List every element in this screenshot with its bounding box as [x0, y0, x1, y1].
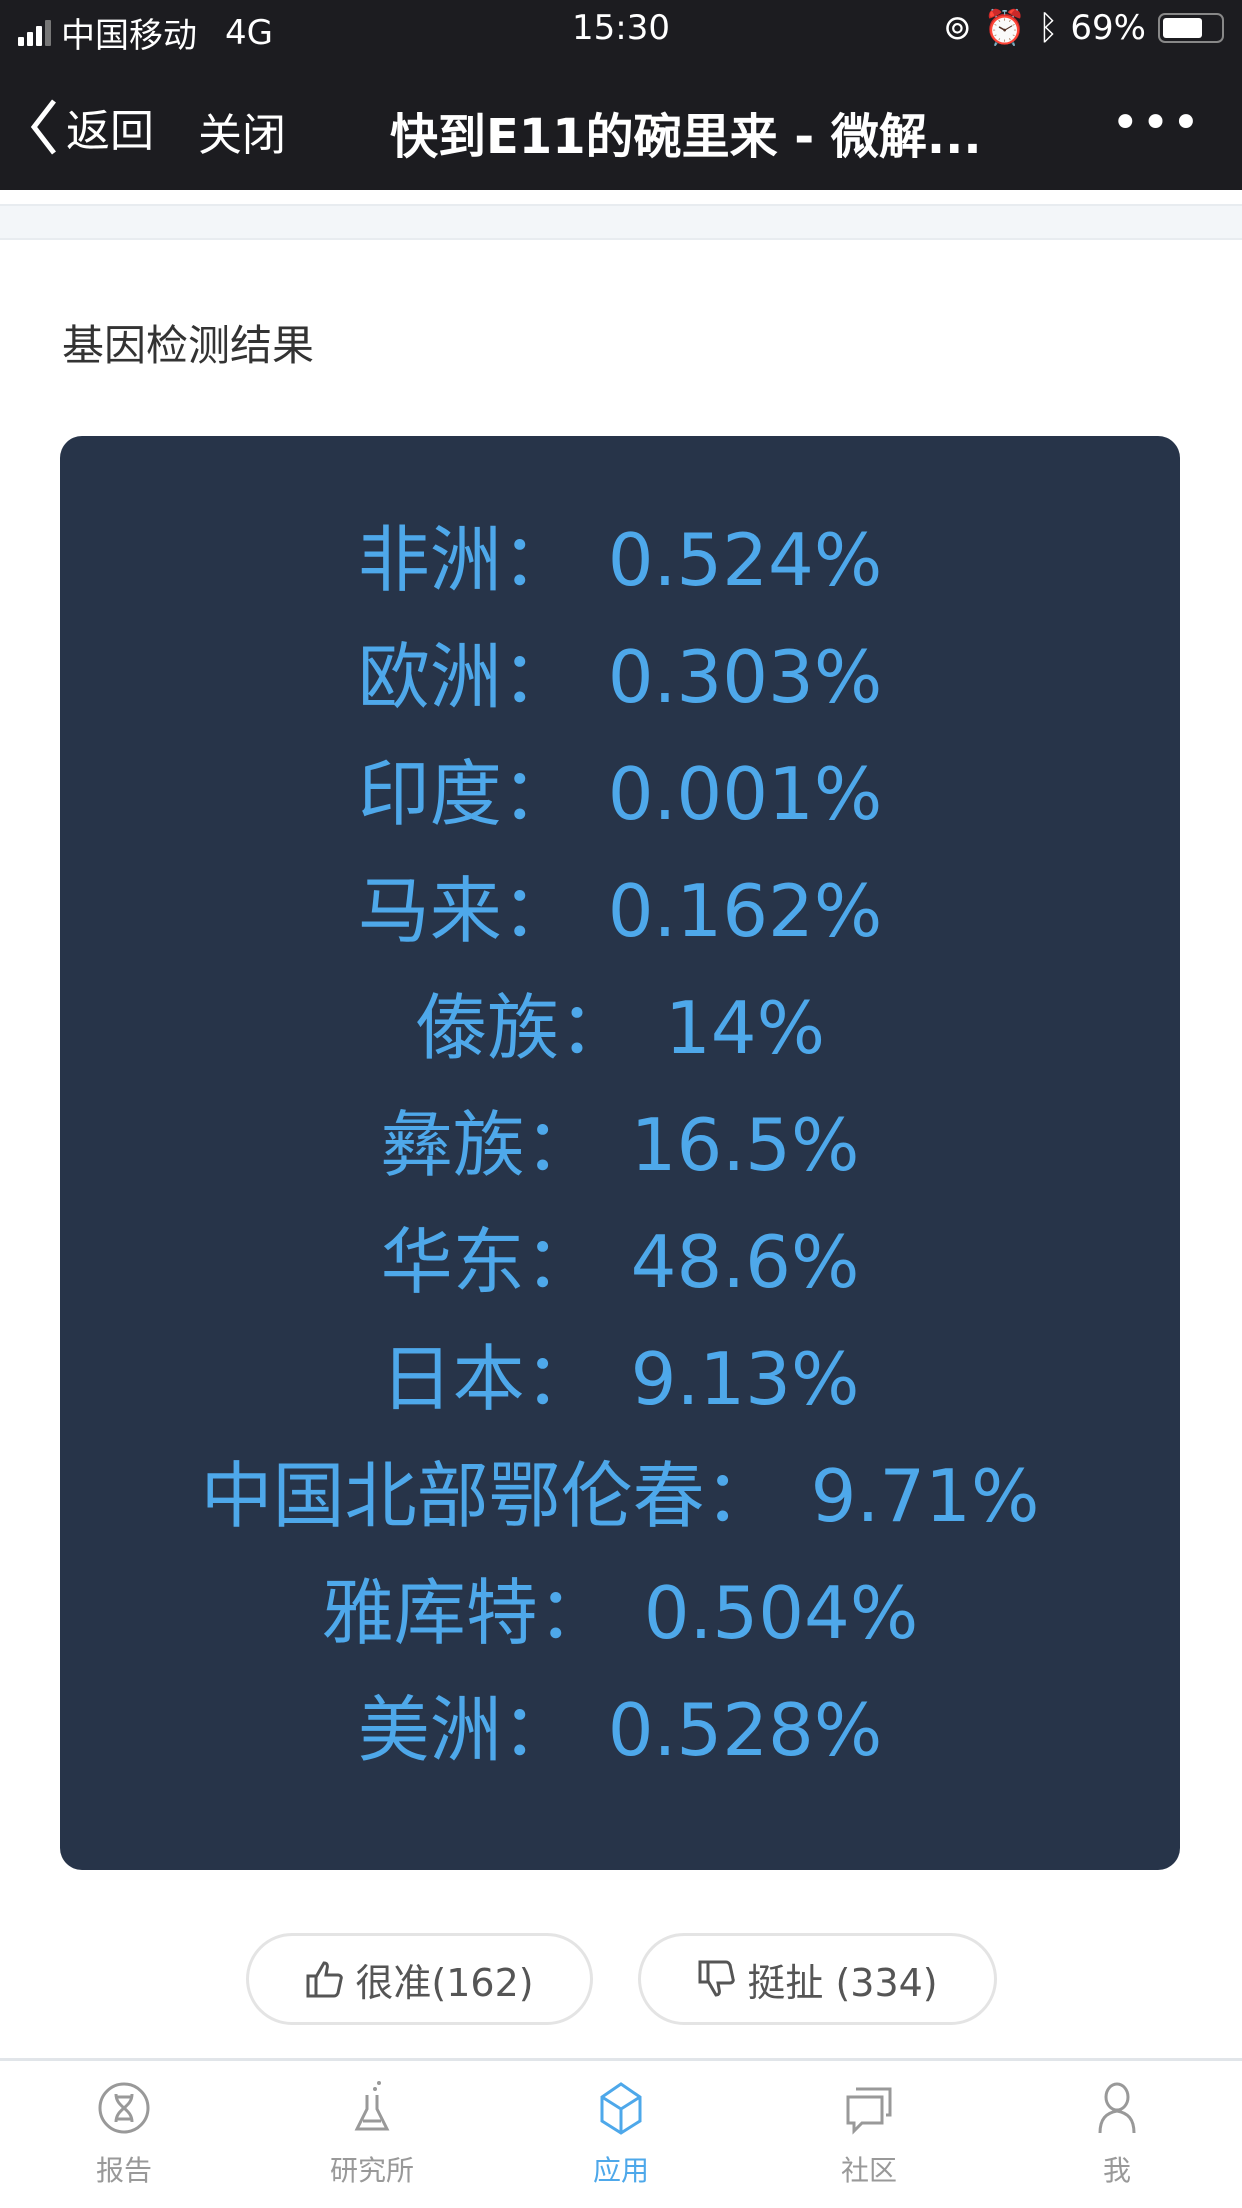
result-row: 雅库特： 0.504%	[60, 1555, 1180, 1672]
region-label: 华东：	[380, 1220, 597, 1304]
region-label: 彝族：	[380, 1103, 597, 1187]
divider-band	[0, 204, 1242, 240]
result-row: 印度： 0.001%	[60, 736, 1180, 853]
region-value: 16.5%	[630, 1103, 860, 1187]
user-icon	[1098, 2082, 1136, 2134]
result-row: 傣族： 14%	[60, 970, 1180, 1087]
more-button[interactable]: •••	[1111, 95, 1202, 151]
tab-community[interactable]: 社区	[789, 2081, 949, 2189]
result-row: 美洲： 0.528%	[60, 1672, 1180, 1789]
close-button[interactable]: 关闭	[198, 110, 286, 161]
result-row: 中国北部鄂伦春： 9.71%	[60, 1438, 1180, 1555]
thumbs-up-icon	[306, 1961, 344, 1998]
result-row: 非洲： 0.524%	[60, 502, 1180, 619]
carrier: 中国移动	[61, 16, 197, 56]
result-row: 日本： 9.13%	[60, 1321, 1180, 1438]
region-value: 48.6%	[630, 1220, 860, 1304]
region-value: 9.71%	[810, 1454, 1040, 1538]
page-title: 快到E11的碗里来 - 微解...	[390, 109, 982, 165]
region-label: 雅库特：	[321, 1571, 610, 1655]
result-row: 马来： 0.162%	[60, 853, 1180, 970]
status-bar: 中国移动 4G 15:30 ⊚ ⏰ ᛒ 69%	[0, 0, 1242, 59]
clock: 15:30	[572, 8, 670, 48]
nav-bar: 返回 关闭 快到E11的碗里来 - 微解... •••	[0, 59, 1242, 190]
battery-icon	[1158, 13, 1224, 43]
region-label: 傣族：	[414, 986, 631, 1070]
signal-icon	[18, 19, 51, 46]
like-label: 很准(162)	[355, 1960, 534, 2005]
dislike-label: 挺扯 (334)	[747, 1960, 938, 2005]
region-label: 马来：	[357, 869, 574, 953]
tab-apps[interactable]: 应用	[541, 2081, 701, 2189]
region-label: 非洲：	[357, 518, 574, 602]
alarm-icon: ⏰	[983, 8, 1027, 48]
region-value: 0.504%	[643, 1571, 919, 1655]
result-row: 欧洲： 0.303%	[60, 619, 1180, 736]
dislike-button[interactable]: 挺扯 (334)	[638, 1933, 997, 2025]
region-label: 日本：	[380, 1337, 597, 1421]
flask-icon	[354, 2081, 390, 2131]
region-value: 0.303%	[607, 635, 883, 719]
thumbs-down-icon	[698, 1960, 736, 1997]
tab-label: 我	[1102, 2154, 1131, 2187]
cube-icon	[600, 2082, 642, 2135]
like-button[interactable]: 很准(162)	[246, 1933, 593, 2025]
rotation-lock-icon: ⊚	[943, 8, 972, 48]
bluetooth-icon: ᛒ	[1038, 8, 1059, 48]
tab-me[interactable]: 我	[1037, 2081, 1197, 2189]
region-value: 9.13%	[630, 1337, 860, 1421]
region-label: 中国北部鄂伦春：	[200, 1454, 777, 1538]
tab-report[interactable]: 报告	[44, 2081, 204, 2189]
region-value: 14%	[664, 986, 826, 1070]
region-label: 印度：	[357, 752, 574, 836]
network: 4G	[225, 12, 273, 53]
tab-label: 社区	[840, 2154, 897, 2187]
results-card: 非洲： 0.524% 欧洲： 0.303% 印度： 0.001% 马来： 0.162% 傣族： 1…	[60, 436, 1180, 1870]
tab-label: 应用	[592, 2154, 649, 2187]
region-label: 欧洲：	[357, 635, 574, 719]
region-value: 0.528%	[607, 1688, 883, 1772]
chevron-left-icon	[30, 99, 56, 155]
result-row: 华东： 48.6%	[60, 1204, 1180, 1321]
region-label: 美洲：	[357, 1688, 574, 1772]
back-label: 返回	[66, 106, 154, 157]
tab-label: 研究所	[329, 2154, 414, 2187]
tab-bar: 报告 研究所 应用 社区 我	[0, 2058, 1242, 2208]
battery-percent: 69%	[1070, 8, 1146, 48]
tab-institute[interactable]: 研究所	[292, 2081, 452, 2189]
region-value: 0.162%	[607, 869, 883, 953]
chat-icon	[846, 2087, 892, 2135]
tab-label: 报告	[95, 2154, 152, 2187]
region-value: 0.001%	[607, 752, 883, 836]
result-row: 彝族： 16.5%	[60, 1087, 1180, 1204]
back-button[interactable]: 返回	[28, 95, 154, 159]
dna-icon	[98, 2082, 150, 2134]
region-value: 0.524%	[607, 518, 883, 602]
section-title: 基因检测结果	[62, 321, 315, 370]
